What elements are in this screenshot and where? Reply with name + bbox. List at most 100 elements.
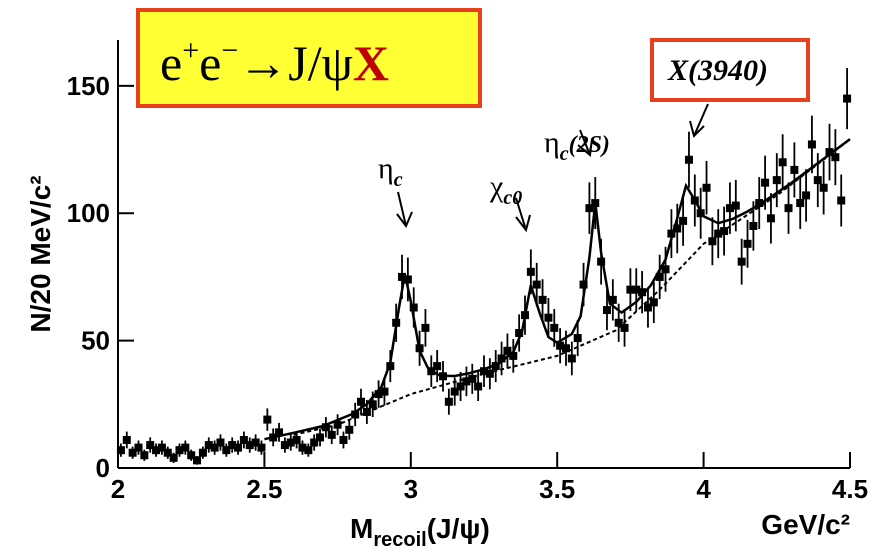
data-point [310, 438, 319, 447]
data-point [357, 397, 366, 406]
data-point [316, 433, 325, 442]
arrow [689, 103, 709, 138]
data-point [409, 303, 418, 312]
data-point [749, 221, 758, 230]
data-point [374, 390, 383, 399]
data-point [280, 441, 289, 450]
chart-title-part: X [353, 35, 389, 91]
data-point [251, 438, 260, 447]
data-point [772, 176, 781, 185]
x-axis-title-part: recoil [373, 529, 426, 548]
data-point [210, 443, 219, 452]
data-point [813, 176, 822, 185]
data-point [837, 196, 846, 205]
data-point [462, 377, 471, 386]
data-point [222, 446, 231, 455]
data-point [339, 435, 348, 444]
x-axis-unit: GeV/c² [761, 509, 850, 540]
arrow [515, 197, 531, 233]
data-point [602, 306, 611, 315]
data-point [743, 239, 752, 248]
y-tick-label: 50 [81, 326, 110, 356]
data-point [550, 323, 559, 332]
data-point [403, 275, 412, 284]
annotation-box [650, 38, 810, 102]
data-point [725, 204, 734, 213]
data-point [204, 441, 213, 450]
data-point [761, 178, 770, 187]
data-point [825, 148, 834, 157]
data-point [216, 438, 225, 447]
data-point [585, 204, 594, 213]
annotation: ηc(2S) [544, 126, 610, 165]
data-point [234, 443, 243, 452]
data-point [509, 351, 518, 360]
data-point [163, 448, 172, 457]
data-point [134, 443, 143, 452]
data-point [456, 382, 465, 391]
data-point [304, 446, 313, 455]
data-point [239, 435, 248, 444]
y-axis-title-part: N/20 MeV/c² [25, 175, 56, 332]
annotation-part: η [544, 126, 560, 159]
data-point [275, 428, 284, 437]
data-point [152, 446, 161, 455]
data-point [169, 453, 178, 462]
data-point [292, 435, 301, 444]
x-tick-label: 3.5 [539, 474, 575, 504]
data-point [157, 443, 166, 452]
data-point [649, 298, 658, 307]
title-box [136, 8, 482, 108]
data-point [474, 382, 483, 391]
chart-title-part: + [182, 34, 199, 67]
data-point [796, 199, 805, 208]
data-point [579, 280, 588, 289]
data-point [802, 191, 811, 200]
data-point [122, 435, 131, 444]
data-point [450, 387, 459, 396]
x-tick-label: 4 [696, 474, 711, 504]
chart-title-part: e [160, 35, 182, 91]
data-point [737, 257, 746, 266]
annotation-part: c0 [503, 187, 522, 209]
chart-title-part: e [199, 35, 221, 91]
fit-curve [264, 138, 851, 441]
chart-title-part: →J/ψ [238, 35, 353, 91]
data-point [497, 354, 506, 363]
data-point [345, 425, 354, 434]
data-point [298, 443, 307, 452]
data-point [198, 448, 207, 457]
arrow [396, 191, 413, 228]
annotation: χc0 [489, 170, 522, 209]
x-axis-title-part: (J/ψ) [427, 513, 490, 544]
data-point [614, 318, 623, 327]
data-point [480, 367, 488, 376]
data-point [532, 280, 541, 289]
data-point [638, 288, 647, 297]
y-tick-label: 150 [67, 71, 110, 101]
data-point [398, 272, 407, 281]
data-point [679, 216, 688, 225]
chart-title: e+e−→J/ψX [160, 34, 389, 91]
x-axis-title: Mrecoil(J/ψ) [350, 513, 490, 548]
data-point [731, 201, 740, 210]
annotation-part: c [560, 143, 569, 165]
x-axis-unit-part: GeV/c² [761, 509, 850, 540]
data-point [778, 158, 787, 167]
x-tick-label: 2.5 [246, 474, 282, 504]
annotation: ηc [378, 152, 403, 191]
data-point [620, 323, 629, 332]
annotation-part: c [394, 169, 403, 191]
annotation: X(3940) [667, 54, 768, 87]
data-point [421, 323, 430, 332]
data-point [351, 410, 360, 419]
data-point [720, 227, 729, 236]
annotation-part: η [378, 152, 394, 185]
data-point [573, 334, 582, 343]
data-point [790, 165, 799, 174]
x-tick-label: 3 [404, 474, 418, 504]
data-point [515, 328, 524, 337]
background-curve [293, 138, 851, 436]
data-point [807, 140, 816, 149]
data-point [146, 441, 155, 450]
